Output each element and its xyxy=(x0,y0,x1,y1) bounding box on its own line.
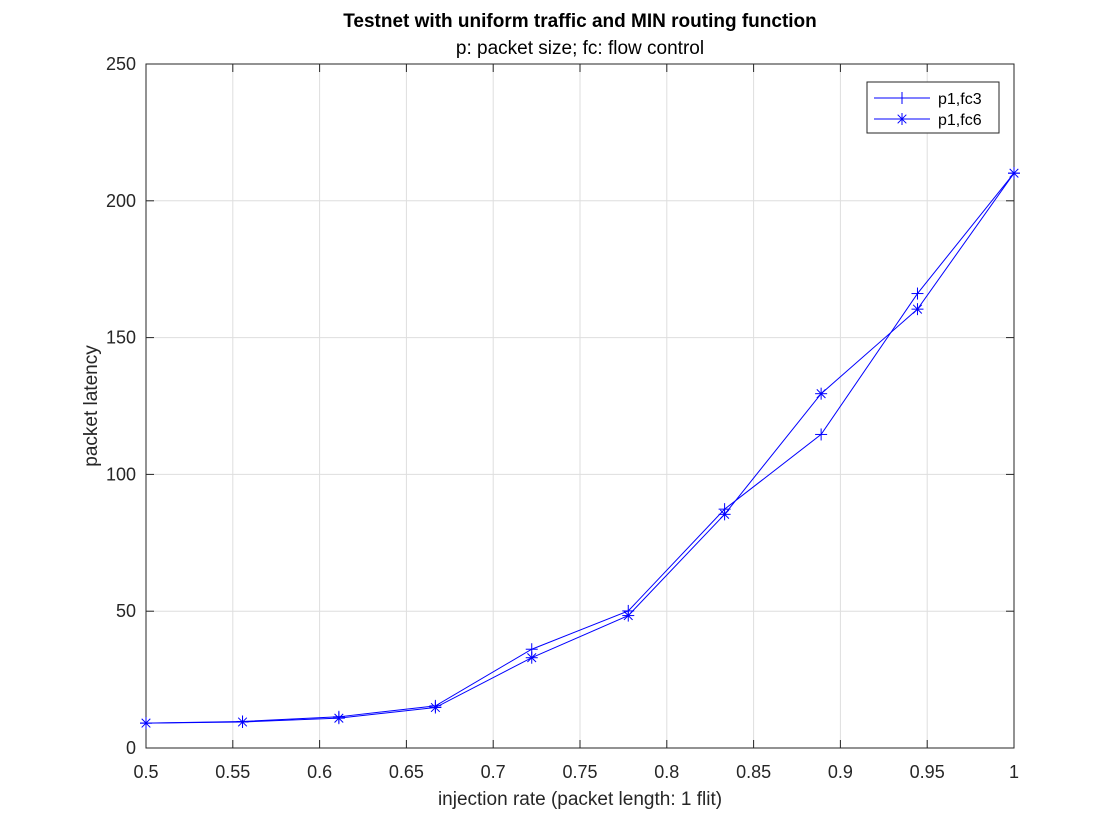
x-tick-label: 0.8 xyxy=(654,762,679,782)
data-point-marker xyxy=(718,508,731,521)
x-axis-label: injection rate (packet length: 1 flit) xyxy=(438,789,722,810)
x-tick-label: 0.7 xyxy=(481,762,506,782)
marker-stroke xyxy=(237,717,248,727)
x-tick-label: 1 xyxy=(1009,762,1019,782)
marker-stroke xyxy=(623,610,633,621)
y-tick-label: 150 xyxy=(106,328,136,348)
legend-label: p1,fc3 xyxy=(938,91,982,108)
y-tick-label: 50 xyxy=(116,601,136,621)
marker-stroke xyxy=(527,653,537,663)
chart-subtitle: p: packet size; fc: flow control xyxy=(456,38,704,59)
legend-marker-icon xyxy=(896,113,908,125)
data-point-marker xyxy=(429,701,442,714)
series-line xyxy=(145,172,1015,724)
series-p1-fc6 xyxy=(140,167,1020,730)
x-tick-label: 0.6 xyxy=(307,762,332,782)
data-point-marker xyxy=(332,712,345,725)
y-axis-label: packet latency xyxy=(81,345,102,467)
marker-stroke xyxy=(816,389,826,399)
x-tick-label: 0.75 xyxy=(562,762,597,782)
data-point-marker xyxy=(140,717,152,730)
x-tick-label: 0.65 xyxy=(389,762,424,782)
data-point-marker xyxy=(622,609,635,622)
marker-stroke xyxy=(1009,168,1019,178)
legend-entry: p1,fc3 xyxy=(874,91,982,108)
marker-stroke xyxy=(141,718,151,728)
marker-stroke xyxy=(719,509,730,520)
marker-stroke xyxy=(430,702,441,713)
y-tick-label: 0 xyxy=(126,738,136,758)
x-tick-label: 0.5 xyxy=(133,762,158,782)
y-tick-label: 100 xyxy=(106,464,136,484)
data-point-marker xyxy=(236,716,249,729)
x-tick-label: 0.85 xyxy=(736,762,771,782)
marker-stroke xyxy=(334,713,344,723)
data-point-marker xyxy=(815,387,828,400)
marker-stroke xyxy=(912,304,923,314)
legend: p1,fc3 p1,fc6 xyxy=(866,81,1000,134)
tick-layer: 0.5 0.55 0.6 0.65 0.7 0.75 0.8 0.85 0.9 0.95 1 0 50 1… xyxy=(106,54,1019,782)
y-tick-label: 250 xyxy=(106,54,136,74)
x-tick-label: 0.9 xyxy=(828,762,853,782)
series-line xyxy=(145,172,1015,724)
data-point-marker xyxy=(815,428,828,441)
data-point-marker xyxy=(911,287,924,300)
legend-entry: p1,fc6 xyxy=(874,112,982,129)
legend-entries: p1,fc3 p1,fc6 xyxy=(874,91,982,129)
legend-label: p1,fc6 xyxy=(938,112,982,129)
y-tick-label: 200 xyxy=(106,191,136,211)
legend-marker-icon xyxy=(896,92,908,104)
x-tick-label: 0.95 xyxy=(910,762,945,782)
data-point-marker xyxy=(1008,167,1020,180)
legend-box xyxy=(866,81,1000,134)
series-layer xyxy=(140,167,1020,730)
data-point-marker xyxy=(525,651,538,664)
data-point-marker xyxy=(911,303,924,316)
x-tick-label: 0.55 xyxy=(215,762,250,782)
marker-stroke xyxy=(897,114,907,124)
chart-title: Testnet with uniform traffic and MIN rou… xyxy=(343,11,817,32)
